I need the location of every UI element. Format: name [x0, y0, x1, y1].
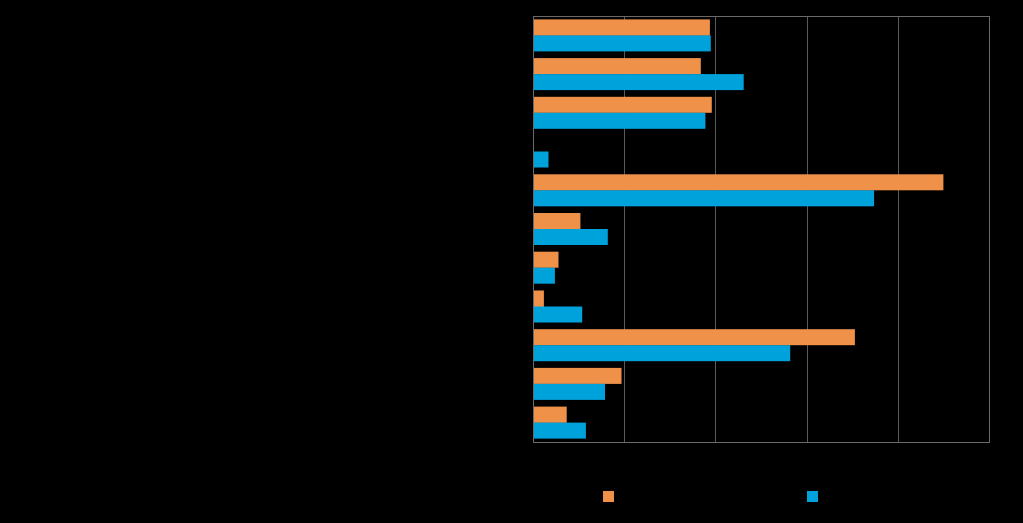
bar-series1-row11	[533, 406, 567, 423]
bar-series1-row9	[533, 329, 855, 346]
bar-series2-row7	[533, 267, 555, 284]
bar-series1-row6	[533, 213, 581, 229]
bar-series2-row4	[533, 151, 549, 168]
legend	[603, 491, 818, 502]
bar-series2-row1	[533, 35, 711, 52]
bar-series1-row5	[533, 174, 944, 191]
bar-series2-row6	[533, 229, 608, 245]
bar-series2-row3	[533, 112, 706, 129]
bar-series2-row9	[533, 345, 791, 362]
bar-series2-row10	[533, 383, 605, 400]
legend-swatch-series1	[603, 491, 614, 502]
bar-series1-row2	[533, 58, 701, 75]
bar-series2-row5	[533, 190, 875, 207]
bar-series1-row7	[533, 251, 559, 268]
plot-frame	[533, 16, 990, 443]
legend-swatch-series2	[807, 491, 818, 502]
bar-series2-row8	[533, 306, 583, 323]
plot-border	[533, 16, 990, 443]
bars	[533, 19, 944, 439]
bar-series1-row10	[533, 367, 622, 384]
bar-series1-row3	[533, 96, 712, 113]
bar-series1-row8	[533, 290, 544, 307]
bar-series2-row11	[533, 422, 586, 439]
bar-series2-row2	[533, 74, 744, 91]
bar-series1-row1	[533, 19, 710, 36]
